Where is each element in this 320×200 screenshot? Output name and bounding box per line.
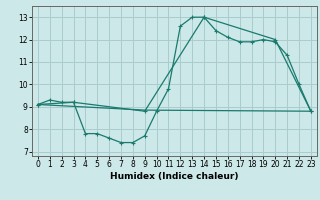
X-axis label: Humidex (Indice chaleur): Humidex (Indice chaleur) [110,172,239,181]
